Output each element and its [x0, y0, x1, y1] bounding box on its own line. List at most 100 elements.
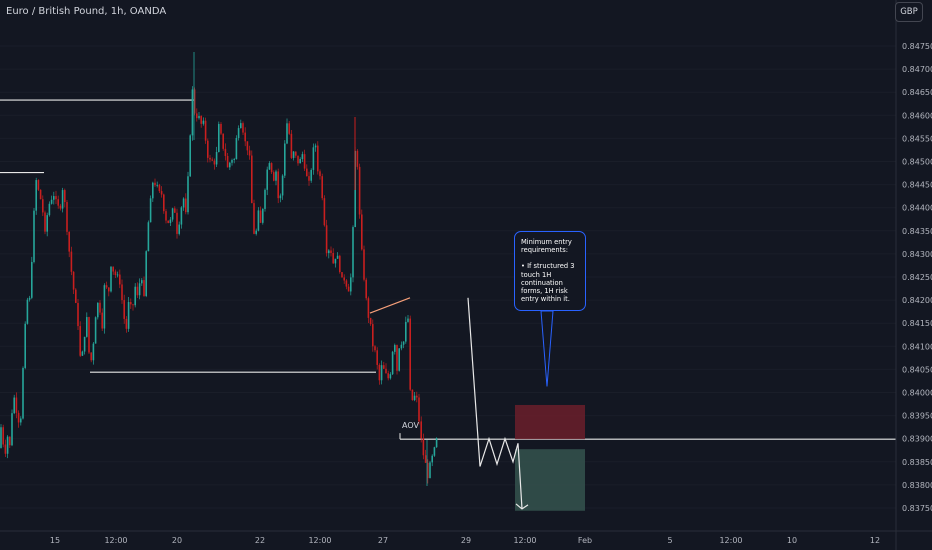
candle-body [288, 123, 290, 134]
drawings [369, 297, 554, 510]
candle-body [405, 321, 407, 342]
candle-body [264, 189, 266, 209]
take-profit-zone [515, 449, 585, 511]
candle-body [193, 89, 196, 114]
candle-body [207, 140, 209, 158]
candle-body [433, 447, 436, 456]
candle-body [343, 277, 345, 281]
candle-body [372, 324, 374, 347]
candle-body [240, 123, 242, 129]
candle-body [42, 199, 44, 213]
time-tick-label: 10 [787, 536, 797, 545]
candle-body [178, 224, 180, 234]
candle-body [13, 397, 15, 414]
candle-body [20, 418, 22, 423]
candle-body [31, 262, 33, 298]
candle-body [24, 323, 26, 368]
aov-label: AOV [402, 421, 419, 430]
price-tick-label: 0.84750 [902, 42, 932, 51]
candle-body [429, 462, 431, 479]
candle-body [70, 251, 73, 272]
candle-body [169, 219, 172, 223]
candle-body [158, 184, 161, 192]
candle-body [88, 317, 90, 353]
candle-body [323, 198, 326, 226]
candle-body [266, 169, 268, 190]
candle-body [26, 299, 29, 324]
candle-body [218, 123, 220, 152]
price-tick-label: 0.84250 [902, 273, 932, 282]
candlestick-series [0, 52, 438, 486]
candle-body [171, 208, 174, 220]
candle-body [237, 128, 240, 138]
short-position-tool[interactable] [515, 404, 585, 511]
candle-body [255, 230, 257, 234]
price-tick-label: 0.84400 [902, 204, 932, 213]
candle-body [422, 438, 425, 456]
time-tick-label: 20 [172, 536, 182, 545]
candle-body [119, 274, 121, 285]
candle-body [213, 160, 216, 165]
candle-body [160, 191, 163, 195]
candle-body [319, 171, 321, 177]
candle-body [270, 163, 273, 173]
candle-body [310, 169, 312, 181]
candle-body [127, 302, 130, 329]
price-tick-label: 0.84100 [902, 342, 932, 351]
candle-body [411, 389, 414, 401]
price-axis[interactable]: 0.84750 0.84700 0.84650 0.84600 0.84550 0.845… [895, 0, 932, 550]
candle-body [235, 137, 238, 160]
time-axis[interactable]: 15 12:00 20 22 12:00 27 29 12:00 Feb 5 12:00 10 12 [0, 530, 932, 545]
candle-body [112, 266, 114, 272]
candle-body [105, 285, 108, 288]
candle-body [185, 198, 187, 213]
candle-body [226, 155, 229, 168]
candle-body [44, 212, 46, 232]
candle-body [347, 286, 350, 292]
candle-body [277, 171, 279, 199]
candle-body [321, 176, 323, 199]
candle-body [17, 412, 20, 423]
candle-body [2, 427, 4, 445]
candle-body [50, 199, 53, 204]
candle-body [273, 172, 275, 181]
candle-body [130, 302, 132, 305]
candle-body [284, 143, 286, 176]
candle-body [39, 189, 42, 200]
candle-body [380, 365, 383, 381]
currency-button[interactable]: GBP [895, 2, 923, 22]
candle-body [365, 279, 367, 299]
candle-body [202, 120, 205, 124]
candle-body [306, 168, 308, 177]
candle-body [35, 180, 37, 211]
candle-body [33, 210, 35, 263]
candle-body [376, 350, 378, 365]
candle-body [215, 151, 218, 165]
candle-body [86, 317, 88, 337]
candle-body [180, 207, 183, 225]
candle-body [268, 163, 271, 170]
candle-body [220, 123, 222, 134]
candle-body [189, 135, 191, 177]
candle-body [101, 312, 103, 329]
candle-body [262, 208, 264, 223]
candle-body [28, 297, 31, 300]
time-tick-label: 27 [378, 536, 388, 545]
candle-body [187, 176, 189, 213]
candle-body [358, 166, 361, 215]
candle-body [303, 154, 306, 169]
candle-body [108, 287, 110, 292]
price-tick-label: 0.83850 [902, 458, 932, 467]
candle-body [398, 348, 400, 371]
candle-body [90, 352, 92, 361]
candle-body [299, 159, 301, 164]
candle-body [259, 210, 262, 223]
candle-body [55, 196, 57, 200]
candle-body [330, 250, 332, 253]
candle-body [394, 345, 396, 352]
candle-body [125, 318, 128, 329]
candle-body [290, 133, 293, 158]
candle-body [427, 462, 429, 479]
candle-body [37, 180, 40, 190]
